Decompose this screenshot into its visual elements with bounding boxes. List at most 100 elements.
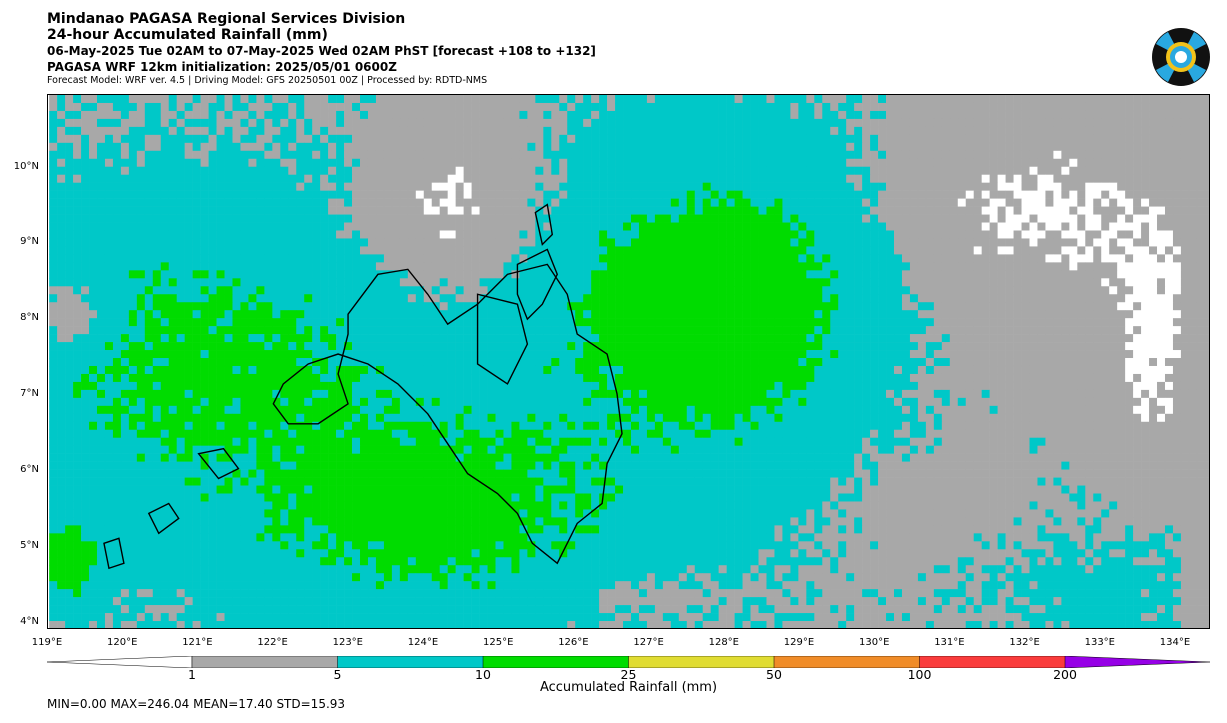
rainfall-cell [495, 158, 504, 168]
rainfall-cell [479, 150, 488, 160]
rainfall-cell [981, 302, 990, 311]
rainfall-cell [224, 230, 233, 239]
rainfall-cell [81, 365, 90, 375]
rainfall-cell [96, 334, 106, 343]
rainfall-cell [1109, 190, 1118, 199]
rainfall-cell [367, 142, 377, 152]
rainfall-cell [328, 358, 337, 367]
rainfall-cell [1164, 182, 1174, 191]
rainfall-cell [774, 110, 783, 120]
rainfall-cell [1133, 318, 1142, 327]
rainfall-cell [216, 110, 225, 120]
rainfall-cell [997, 190, 1006, 199]
rainfall-cell [1053, 134, 1062, 144]
rainfall-cell [917, 126, 927, 136]
rainfall-cell [933, 110, 943, 120]
rainfall-cell [288, 286, 297, 295]
rainfall-cell [1172, 134, 1182, 144]
rainfall-cell [638, 326, 648, 335]
rainfall-cell [638, 318, 648, 327]
rainfall-cell [1061, 174, 1070, 183]
rainfall-cell [447, 342, 456, 351]
rainfall-cell [1093, 206, 1102, 215]
rainfall-cell [838, 358, 847, 367]
rainfall-cell [447, 334, 456, 343]
rainfall-cell [336, 166, 345, 175]
rainfall-cell [272, 118, 281, 128]
rainfall-cell [232, 350, 241, 359]
rainfall-cell [423, 150, 433, 160]
rainfall-cell [232, 166, 241, 175]
rainfall-cell [1021, 310, 1030, 319]
rainfall-cell [168, 350, 177, 359]
rainfall-cell [367, 302, 377, 311]
rainfall-cell [360, 222, 369, 231]
rainfall-cell [1093, 134, 1102, 144]
rainfall-cell [917, 254, 927, 263]
rainfall-cell [957, 270, 967, 279]
rainfall-cell [248, 350, 257, 359]
rainfall-cell [503, 102, 512, 112]
rainfall-cell [1157, 134, 1166, 144]
rainfall-cell [901, 286, 911, 295]
rainfall-cell [1037, 262, 1046, 271]
rainfall-cell [112, 110, 122, 120]
rainfall-cell [399, 142, 409, 152]
rainfall-cell [511, 142, 520, 152]
rainfall-cell [575, 126, 584, 136]
rainfall-cell [81, 230, 90, 239]
rainfall-cell [997, 342, 1006, 351]
rainfall-cell [638, 270, 648, 279]
rainfall-cell [152, 254, 162, 263]
rainfall-cell [806, 286, 815, 295]
rainfall-cell [599, 294, 608, 303]
rainfall-cell [1125, 358, 1134, 367]
rainfall-cell [272, 294, 281, 303]
rainfall-cell [1133, 262, 1142, 271]
rainfall-cell [65, 365, 74, 375]
rainfall-cell [1196, 190, 1206, 199]
rainfall-cell [352, 310, 361, 319]
rainfall-cell [694, 342, 704, 351]
rainfall-cell [654, 190, 664, 199]
rainfall-cell [1093, 174, 1102, 183]
rainfall-cell [894, 350, 903, 359]
rainfall-cell [1069, 190, 1078, 199]
rainfall-cell [702, 278, 711, 287]
rainfall-cell [901, 118, 911, 128]
rainfall-cell [232, 95, 241, 104]
rainfall-cell [168, 302, 177, 311]
rainfall-cell [1149, 142, 1158, 152]
rainfall-cell [1204, 326, 1209, 335]
rainfall-cell [96, 158, 106, 168]
rainfall-cell [49, 102, 58, 112]
rainfall-cell [152, 142, 162, 152]
rainfall-cell [1053, 350, 1062, 359]
rainfall-cell [1021, 158, 1030, 168]
rainfall-cell [886, 278, 895, 287]
rainfall-cell [415, 286, 425, 295]
rainfall-cell [734, 190, 743, 199]
rainfall-cell [487, 350, 496, 359]
rainfall-cell [591, 118, 600, 128]
rainfall-cell [854, 358, 863, 367]
rainfall-cell [1117, 206, 1126, 215]
rainfall-cell [997, 278, 1006, 287]
rainfall-cell [455, 126, 464, 136]
rainfall-cell [822, 358, 831, 367]
rainfall-cell [1053, 270, 1062, 279]
rainfall-cell [73, 350, 82, 359]
rainfall-cell [694, 238, 704, 247]
rainfall-cell [1045, 214, 1054, 223]
rainfall-cell [288, 350, 297, 359]
rainfall-cell [822, 310, 831, 319]
rainfall-cell [750, 110, 759, 120]
rainfall-cell [1180, 270, 1190, 279]
rainfall-cell [1157, 310, 1166, 319]
rainfall-cell [654, 150, 664, 160]
rainfall-cell [519, 310, 528, 319]
rainfall-cell [774, 150, 783, 160]
rainfall-cell [798, 166, 807, 175]
rainfall-cell [216, 302, 225, 311]
rainfall-cell [1172, 270, 1182, 279]
